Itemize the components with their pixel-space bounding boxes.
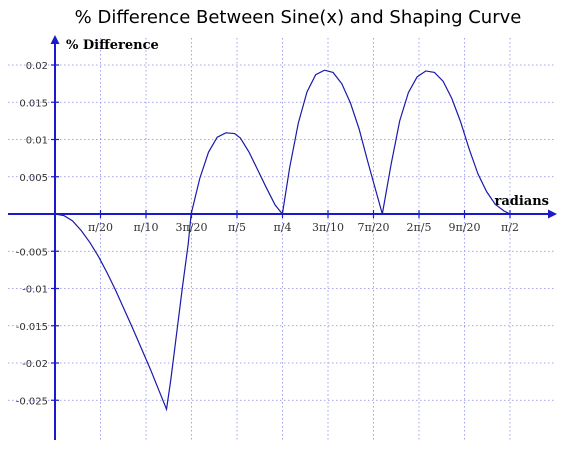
y-tick-label: 0.02 <box>26 61 48 72</box>
y-tick-label: 0.01 <box>26 136 48 147</box>
y-tick-label: -0.01 <box>22 285 48 296</box>
grid <box>8 38 556 440</box>
ticks: π/20 π/10 3π/20 π/5 π/4 3π/10 7π/20 2π/5 9π/20 π/… <box>16 61 519 407</box>
y-tick-label: 0.005 <box>19 173 48 184</box>
x-tick-label: 2π/5 <box>407 221 432 234</box>
x-tick-label: π/5 <box>228 221 246 234</box>
series <box>54 69 511 412</box>
y-tick-label: -0.02 <box>22 359 48 370</box>
x-axis-arrowhead <box>548 209 557 219</box>
chart-title: % Difference Between Sine(x) and Shaping… <box>75 7 522 28</box>
x-tick-label: π/20 <box>88 221 113 234</box>
y-axis-label: % Difference <box>66 38 159 53</box>
y-tick-label: -0.005 <box>16 247 48 258</box>
x-tick-label: π/2 <box>501 221 519 234</box>
x-tick-label: π/10 <box>134 221 159 234</box>
y-tick-label: 0.015 <box>19 98 48 109</box>
series-line <box>54 69 511 412</box>
x-axis-label: radians <box>495 194 550 209</box>
x-tick-label: 9π/20 <box>449 221 481 234</box>
x-tick-label: π/4 <box>274 221 292 234</box>
y-axis-arrowhead <box>50 35 60 44</box>
x-tick-label: 3π/20 <box>176 221 208 234</box>
y-tick-label: -0.015 <box>16 322 48 333</box>
x-tick-label: 3π/10 <box>312 221 344 234</box>
y-tick-label: -0.025 <box>16 396 48 407</box>
x-tick-label: 7π/20 <box>358 221 390 234</box>
axes <box>8 35 557 440</box>
